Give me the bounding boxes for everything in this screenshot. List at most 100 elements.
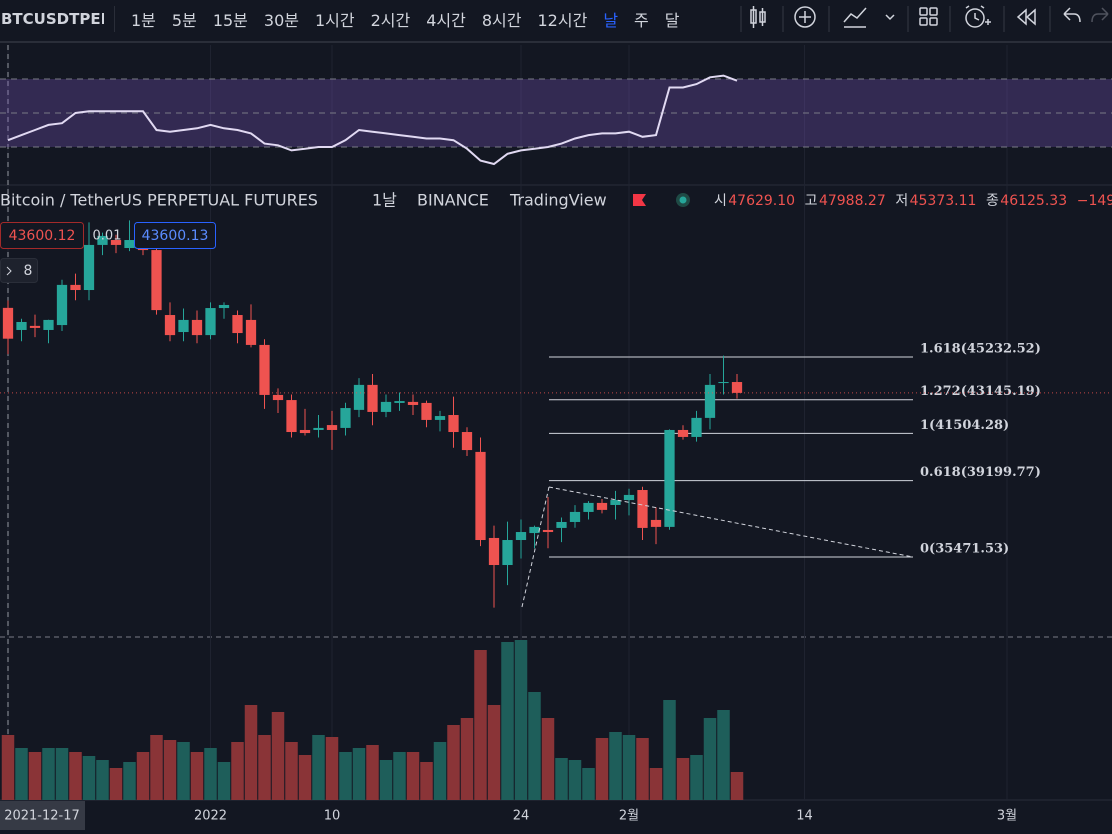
candle-body (151, 250, 162, 311)
candle-body (731, 382, 743, 393)
ohlc-label: 시 (714, 193, 727, 209)
source: TradingView (509, 191, 607, 210)
volume-bar (42, 748, 55, 800)
volume-bar (69, 752, 82, 800)
interval-button[interactable]: 날 (603, 11, 619, 30)
candle-body (245, 319, 257, 345)
candle-body (56, 284, 68, 326)
chart-type-button[interactable] (750, 6, 766, 28)
interval-button[interactable]: 30분 (263, 11, 299, 30)
fibonacci-extension: 1.618(45232.52) 1.272(43145.19) 1(41504.28… (549, 341, 1041, 558)
fib-level-label: 0.618(39199.77) (920, 465, 1041, 480)
volume-bar (609, 732, 622, 800)
interval-button[interactable]: 8시간 (481, 11, 522, 30)
fib-level-label: 1.272(43145.19) (920, 384, 1041, 399)
volume-bar (150, 735, 163, 800)
lines-toggle[interactable] (0, 258, 38, 283)
volume-bar (676, 758, 690, 800)
rsi-line (7, 74, 738, 166)
sell-button[interactable] (0, 222, 84, 249)
volume-bar (379, 760, 393, 800)
candle-body (43, 319, 54, 330)
candle-body (421, 402, 432, 420)
candle-body (691, 417, 702, 437)
candle-body (178, 319, 189, 333)
volume-bar (231, 742, 244, 800)
interval-button[interactable]: 달 (664, 11, 680, 30)
volume-bar (393, 752, 406, 800)
volume-bar (663, 700, 676, 800)
candle-body (394, 401, 405, 403)
layout-button[interactable] (919, 7, 938, 26)
candles (0, 220, 1112, 608)
volume-bar (109, 768, 123, 800)
candle-body (637, 490, 648, 528)
interval-button[interactable]: 1시간 (315, 11, 355, 30)
x-tick-label: 3월 (997, 809, 1017, 824)
candle-body (110, 240, 122, 245)
volume-bar (433, 742, 447, 800)
candle-body (29, 325, 41, 328)
x-tick-label: 10 (324, 809, 341, 824)
alert-button[interactable] (965, 5, 991, 28)
exchange: BINANCE (417, 191, 489, 210)
status-dot (679, 196, 687, 204)
x-tick-label: 2022 (194, 809, 227, 824)
volume-bar (285, 742, 298, 800)
candle-body (610, 500, 621, 505)
compare-button[interactable] (794, 6, 816, 28)
rsi-panel (0, 74, 1112, 166)
candle-body (70, 284, 81, 291)
volume-bar (703, 718, 717, 800)
pattern-drawing[interactable] (521, 486, 914, 608)
candle-body (259, 344, 270, 395)
candle-body (664, 429, 675, 527)
volume-bar (487, 705, 501, 800)
ohlc-label: 종 (986, 193, 999, 209)
ohlc-label: 저 (895, 193, 908, 209)
volume-bar (163, 740, 177, 800)
interval-button[interactable]: 1분 (131, 11, 156, 30)
lines-count: 8 (24, 263, 33, 279)
interval-button[interactable]: 주 (634, 11, 649, 30)
candle-body (97, 235, 108, 245)
flag-icon[interactable] (633, 194, 646, 206)
volume-bar (82, 756, 96, 800)
candle-body (313, 427, 324, 430)
candle-body (434, 416, 446, 420)
candle-body (380, 401, 392, 412)
indicators-button[interactable] (843, 7, 895, 28)
volume-bar (204, 748, 217, 800)
undo-button[interactable] (1063, 7, 1081, 23)
interval-button[interactable]: 15분 (212, 11, 248, 30)
volume-bar (177, 742, 190, 800)
fib-level-label: 0(35471.53) (920, 541, 1009, 556)
replay-button[interactable] (1016, 8, 1036, 26)
interval-button[interactable]: 12시간 (537, 11, 588, 30)
volume-bar (528, 692, 541, 800)
interval-button[interactable]: 2시간 (370, 11, 411, 30)
interval: 1날 (372, 191, 397, 210)
volume-bar (190, 752, 204, 800)
x-tick-label: 14 (796, 809, 813, 824)
symbol[interactable]: BTCUSDTPER (1, 10, 104, 28)
candle-body (205, 308, 216, 336)
order-panel: 43600.12 0.01 43600.13 8 (0, 222, 216, 283)
x-tick-label: 2월 (619, 809, 639, 824)
volume-bar (690, 755, 703, 800)
candle-body (124, 240, 135, 249)
ohlc-value: 46125.33 (1000, 193, 1067, 209)
fib-level-label: 1.618(45232.52) (920, 341, 1041, 356)
interval-button[interactable]: 4시간 (426, 11, 466, 30)
volume-bar (406, 752, 420, 800)
volume-bar (514, 640, 528, 800)
x-axis: 2021-12-17 2022 10 24 2월 14 3월 (0, 801, 1017, 830)
interval-button[interactable]: 5분 (171, 11, 197, 30)
buy-button[interactable] (134, 222, 216, 249)
volume-bar (352, 748, 366, 800)
volume-bar (244, 705, 258, 800)
redo-button[interactable] (1091, 7, 1109, 23)
legend: Bitcoin / TetherUS PERPETUAL FUTURES 1날 … (0, 191, 1112, 210)
